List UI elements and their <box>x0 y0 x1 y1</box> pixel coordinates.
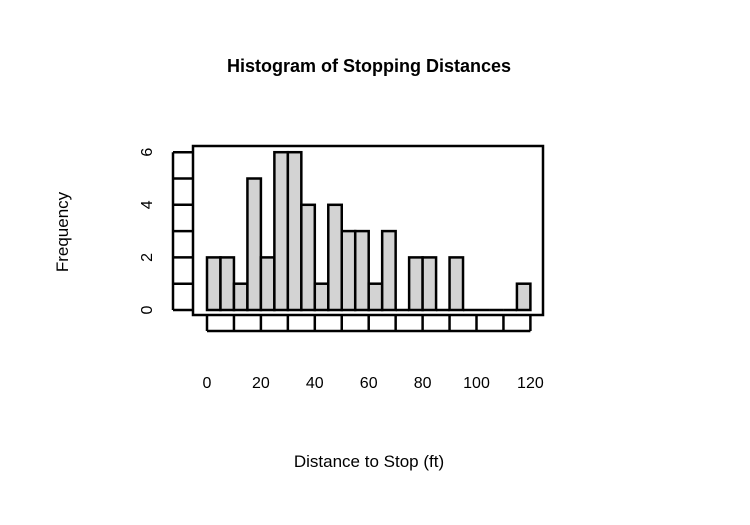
y-tick-label: 4 <box>139 200 156 209</box>
y-tick-label: 6 <box>139 148 156 157</box>
histogram-bar <box>421 256 438 312</box>
histogram-bar <box>407 256 424 312</box>
y-axis: 0 2 4 6 <box>139 148 193 314</box>
x-tick-label: 20 <box>252 375 270 392</box>
x-tick-label: 0 <box>203 375 212 392</box>
plot-frame <box>191 144 545 317</box>
histogram-bar <box>259 256 276 312</box>
y-axis-label: Frequency <box>53 191 72 272</box>
x-tick-label: 80 <box>414 375 432 392</box>
histogram-bar <box>327 203 343 312</box>
histogram-bar <box>219 256 236 312</box>
x-tick-label: 60 <box>360 375 378 392</box>
histogram-bar <box>380 229 397 312</box>
x-tick-label: 100 <box>463 375 490 392</box>
x-axis-label: Distance to Stop (ft) <box>294 452 444 471</box>
histogram-bar <box>286 150 303 312</box>
histogram-bar <box>232 282 249 312</box>
x-tick-label: 40 <box>306 375 324 392</box>
y-tick-label: 2 <box>139 253 156 262</box>
chart-title: Histogram of Stopping Distances <box>227 56 511 76</box>
x-tick-label: 120 <box>517 375 544 392</box>
histogram-bar <box>515 282 532 312</box>
y-tick-label: 0 <box>139 305 156 314</box>
bar-group <box>205 150 532 312</box>
histogram-bar <box>246 177 263 312</box>
histogram-bar <box>448 256 465 312</box>
histogram-bar <box>367 282 384 312</box>
histogram-bar <box>205 256 222 312</box>
histogram-bar <box>300 203 317 312</box>
x-axis: 0 20 40 60 80 100 120 <box>203 316 544 392</box>
histogram-bar <box>340 229 357 312</box>
histogram-bar <box>353 229 370 312</box>
histogram-bar <box>313 282 330 312</box>
histogram-bar <box>273 150 290 312</box>
